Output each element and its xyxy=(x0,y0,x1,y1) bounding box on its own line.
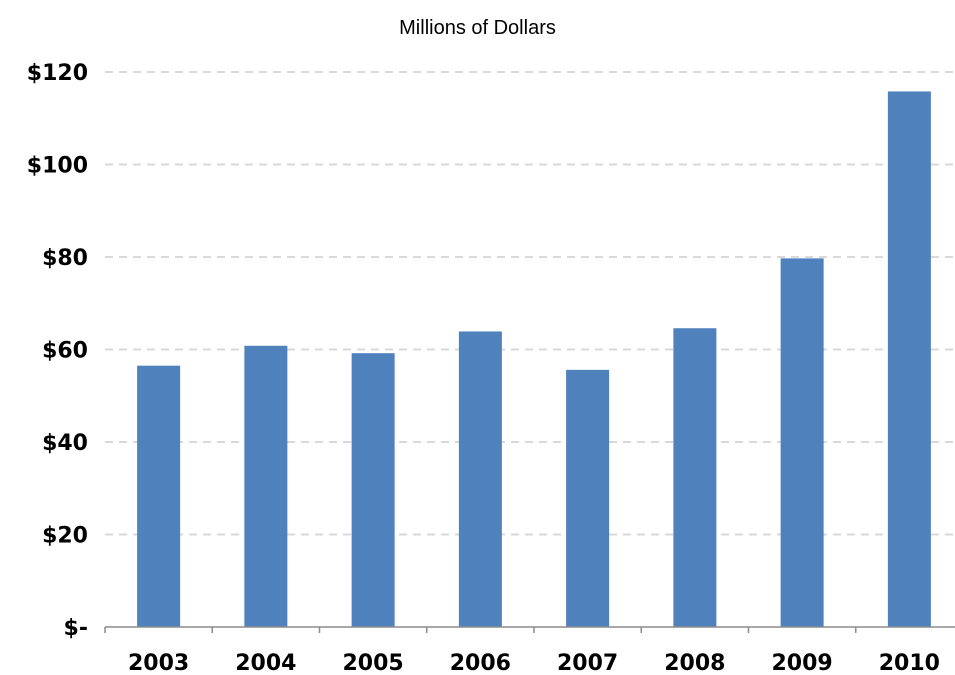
bar-2007 xyxy=(566,369,610,627)
y-tick-label: $120 xyxy=(27,61,88,86)
y-tick-label: $20 xyxy=(42,524,88,549)
bars xyxy=(137,91,931,628)
y-tick-label: $- xyxy=(64,616,88,641)
y-tick-label: $100 xyxy=(27,154,88,179)
bar-2009 xyxy=(780,258,824,627)
x-tick-label-2008: 2008 xyxy=(664,651,725,675)
x-axis xyxy=(104,626,955,633)
x-tick-label-2004: 2004 xyxy=(235,651,296,675)
x-axis-tick-labels: 2003 2004 2005 2006 2007 2008 2009 2010 xyxy=(128,651,940,675)
x-tick-label-2009: 2009 xyxy=(772,651,833,675)
bar-2008 xyxy=(673,328,717,627)
bar-2003 xyxy=(137,365,181,627)
gridlines xyxy=(105,71,955,536)
chart-title: Millions of Dollars xyxy=(399,17,556,39)
x-tick-label-2005: 2005 xyxy=(343,651,404,675)
y-tick-label: $40 xyxy=(42,431,88,456)
x-tick-label-2006: 2006 xyxy=(450,651,511,675)
y-tick-label: $80 xyxy=(42,246,88,271)
x-tick-label-2003: 2003 xyxy=(128,651,189,675)
y-axis-tick-labels: $- $20 $40 $60 $80 $100 $120 xyxy=(27,61,88,641)
y-tick-label: $60 xyxy=(42,339,88,364)
bar-2004 xyxy=(244,345,288,627)
bar-2010 xyxy=(887,91,931,628)
x-tick-label-2010: 2010 xyxy=(879,651,940,675)
x-tick-label-2007: 2007 xyxy=(557,651,618,675)
bar-2005 xyxy=(351,353,395,627)
bar-2006 xyxy=(458,331,502,627)
